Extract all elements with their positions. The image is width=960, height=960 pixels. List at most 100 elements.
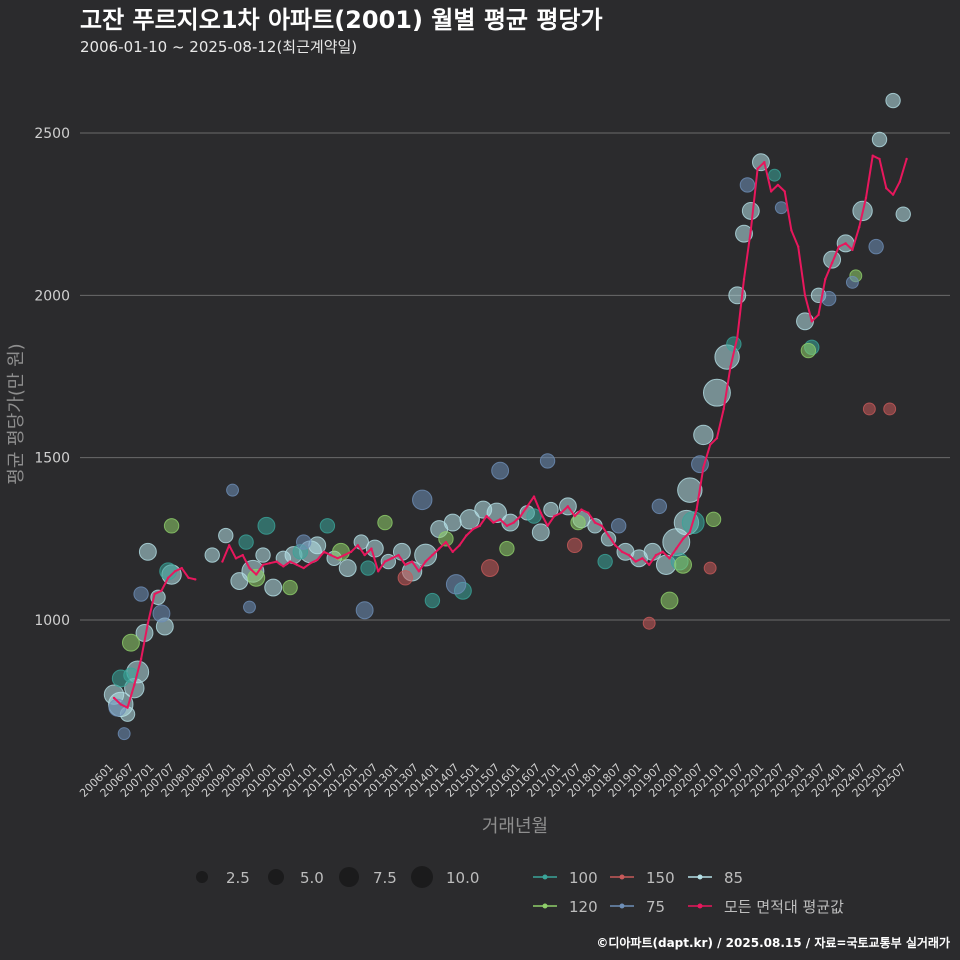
legend-point-swatch (619, 874, 625, 880)
average-point (715, 436, 719, 440)
average-price-line (113, 154, 908, 709)
average-point (180, 566, 183, 570)
average-point (146, 622, 150, 625)
grid-lines (80, 132, 950, 621)
average-point (688, 531, 692, 534)
bubble-120 (247, 568, 266, 587)
bubble-120 (499, 540, 515, 557)
bubble-150 (481, 559, 499, 578)
bubble-75 (117, 727, 131, 741)
bubble-75 (152, 604, 171, 623)
legend-size-label: 7.5 (373, 869, 397, 887)
bubble-150 (642, 616, 656, 630)
average-point (654, 553, 658, 557)
average-point (417, 570, 421, 573)
legend-point-swatch (542, 903, 548, 909)
average-point (742, 277, 746, 281)
bubble-75 (739, 177, 756, 193)
average-point (634, 560, 637, 563)
bubble-120 (377, 514, 393, 531)
bubble-85 (871, 131, 888, 148)
bubble-75 (821, 290, 837, 307)
bubble-120 (121, 633, 140, 652)
bubble-120 (282, 579, 298, 596)
chart-subtitle: 2006-01-10 ~ 2025-08-12(최근계약일) (80, 38, 357, 56)
bubble-85 (823, 250, 842, 269)
bubble-75 (243, 600, 256, 614)
average-point (173, 570, 177, 573)
average-point (431, 553, 434, 557)
average-point (553, 514, 556, 518)
average-point (485, 514, 488, 518)
average-point (255, 573, 258, 576)
bubble-75 (491, 461, 510, 480)
bubble-120 (674, 555, 693, 574)
average-point (356, 544, 360, 547)
bubble-120 (438, 531, 454, 547)
bubble-85 (501, 513, 520, 532)
bubble-120 (800, 342, 817, 359)
average-point (546, 524, 549, 528)
bubble-100 (257, 516, 276, 535)
average-point (668, 557, 671, 560)
legend-size-marker (411, 866, 433, 888)
average-point (505, 524, 509, 528)
average-point (824, 277, 827, 281)
average-point (864, 196, 868, 200)
bubble-75 (651, 498, 668, 515)
average-point (397, 553, 400, 557)
bubble-100 (238, 534, 254, 550)
average-point (722, 407, 725, 411)
bubble-150 (883, 402, 897, 416)
average-point (221, 560, 224, 563)
y-tick-labels: 1000 1500 2000 2500 (34, 126, 70, 629)
average-point (756, 167, 759, 170)
average-point (797, 245, 800, 248)
average-point (573, 514, 576, 518)
bubble-100 (424, 592, 441, 609)
legend-size-label: 2.5 (226, 869, 250, 887)
legend-point-swatch (619, 903, 625, 909)
average-point (302, 566, 305, 570)
average-point (830, 261, 834, 265)
bubble-85 (693, 424, 714, 446)
legend-series-label: 150 (646, 869, 675, 887)
bubble-85 (702, 378, 731, 407)
bubble-85 (204, 547, 220, 563)
average-point (627, 553, 631, 557)
bubble-85 (643, 542, 662, 561)
average-point (160, 589, 163, 592)
bubble-85 (531, 523, 550, 542)
average-point (851, 248, 854, 252)
average-point (763, 161, 766, 164)
bubble-100 (768, 168, 781, 182)
bubble-150 (862, 402, 876, 416)
average-point (471, 527, 475, 531)
average-point (139, 657, 143, 661)
bubble-85 (365, 539, 384, 558)
average-point (363, 553, 366, 557)
bubble-75 (610, 518, 627, 534)
average-point (803, 294, 807, 297)
bubble-75 (133, 586, 149, 602)
average-point (844, 242, 847, 245)
legend-size-marker (339, 867, 359, 887)
average-point (566, 505, 570, 508)
average-point (641, 557, 644, 560)
legend-point-swatch (542, 874, 548, 880)
average-point (112, 696, 116, 700)
y-tick-label: 1000 (34, 613, 70, 629)
average-point (329, 553, 332, 557)
average-point (885, 186, 888, 190)
average-point (681, 537, 685, 541)
average-point (370, 547, 373, 550)
average-point (343, 553, 346, 557)
bubble-75 (355, 601, 374, 620)
average-point (316, 558, 319, 562)
bubble-100 (123, 667, 139, 683)
average-point (559, 511, 563, 515)
average-point (234, 557, 238, 560)
legend-size-marker (268, 869, 284, 885)
